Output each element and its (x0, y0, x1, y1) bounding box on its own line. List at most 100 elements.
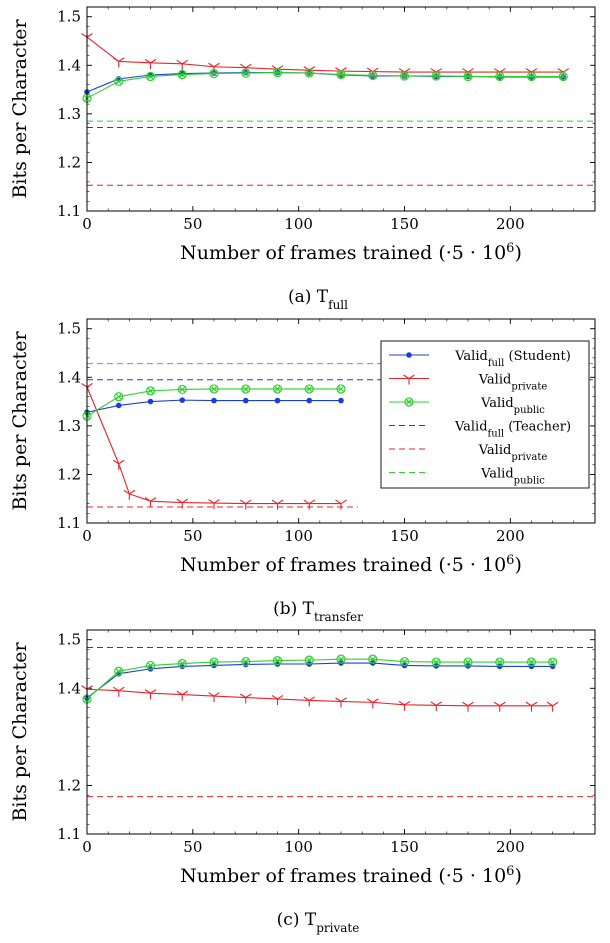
y-axis-label: Bits per Character (9, 331, 31, 511)
data-point (211, 397, 217, 404)
legend: Validfull (Student) Validprivate Validpubl… (380, 340, 590, 489)
y-tick-label: 1.3 (57, 105, 81, 123)
x-tick-label: 150 (390, 215, 419, 233)
series-line-private (87, 36, 564, 73)
data-point (114, 76, 124, 86)
data-point (338, 397, 344, 404)
data-point (147, 398, 154, 405)
y-tick-label: 1.1 (57, 202, 81, 220)
legend-marker (403, 374, 415, 385)
data-point (144, 689, 157, 700)
data-point (399, 71, 410, 81)
data-point (145, 71, 156, 82)
data-point (335, 499, 347, 510)
data-point (114, 666, 124, 676)
data-point (398, 700, 411, 711)
y-tick-label: 1.2 (57, 153, 81, 171)
data-point (177, 384, 187, 395)
data-point (208, 499, 220, 510)
legend-marker (406, 352, 412, 358)
y-tick-label: 1.5 (57, 320, 81, 338)
y-tick-label: 1.1 (57, 825, 81, 843)
plot-frame (86, 6, 596, 212)
x-tick-label: 50 (183, 838, 202, 856)
data-point (304, 68, 314, 78)
data-point (546, 701, 559, 712)
data-point (495, 71, 505, 82)
data-point (112, 686, 125, 697)
series-line-private (87, 386, 341, 505)
data-point (209, 384, 219, 394)
data-point (462, 701, 474, 712)
data-point (303, 696, 316, 707)
data-point (495, 657, 505, 667)
data-point (274, 397, 281, 404)
data-point (176, 59, 189, 70)
data-point (368, 654, 378, 664)
x-axis-label: Number of frames trained (·5 · 106) (180, 241, 522, 265)
x-tick-label: 200 (496, 527, 525, 545)
data-point (271, 499, 284, 510)
data-point (463, 657, 473, 667)
data-point (177, 658, 187, 669)
y-tick-label: 1.2 (57, 776, 81, 794)
data-point (304, 655, 314, 665)
y-tick-label: 1.3 (57, 417, 81, 435)
data-point (525, 701, 538, 712)
data-point (241, 656, 251, 667)
legend-marker (404, 397, 414, 407)
x-tick-label: 100 (284, 527, 313, 545)
figure-caption: (c) Tprivate (277, 910, 360, 935)
x-tick-label: 200 (496, 215, 525, 233)
y-tick-label: 1.4 (57, 368, 81, 386)
data-point (209, 68, 219, 79)
x-tick-label: 0 (82, 838, 92, 856)
data-point (271, 695, 284, 705)
x-axis-label: Number of frames trained (·5 · 106) (180, 864, 522, 888)
y-tick-label: 1.5 (57, 8, 81, 26)
data-point (558, 71, 568, 82)
y-tick-label: 1.4 (57, 679, 81, 697)
figure-caption: (b) Ttransfer (273, 599, 363, 624)
data-point (431, 657, 441, 667)
chart-panel-1: 0 50 100 150 200 1.1 1.2 1.3 1.4 1.5 Bits per Char… (9, 6, 596, 312)
data-point (242, 397, 249, 404)
data-point (179, 397, 186, 403)
data-point (123, 489, 136, 500)
series-line-public (87, 658, 553, 700)
series-markers-private (81, 33, 570, 79)
series-markers-public (82, 654, 558, 704)
x-tick-label: 50 (183, 215, 202, 233)
series-markers-full (84, 397, 344, 416)
x-tick-label: 0 (82, 215, 92, 233)
data-point (304, 384, 314, 394)
data-point (336, 384, 346, 394)
data-point (272, 655, 283, 666)
data-point (336, 69, 346, 80)
minor-ticks (86, 6, 596, 212)
data-point (144, 497, 157, 508)
x-tick-label: 200 (496, 838, 525, 856)
data-point (272, 384, 283, 394)
data-point (526, 657, 537, 667)
data-point (366, 698, 379, 709)
data-point (112, 57, 125, 68)
series-markers-public (82, 67, 568, 103)
x-tick-label: 150 (390, 527, 419, 545)
x-tick-label: 0 (82, 527, 92, 545)
chart-panel-2: 0 50 100 150 200 1.1 1.2 1.3 1.4 1.5 Bits per Char… (9, 318, 596, 624)
y-axis-label: Bits per Character (9, 19, 31, 199)
data-point (430, 701, 443, 712)
series-markers-private (81, 685, 559, 712)
y-tick-label: 1.2 (57, 465, 81, 483)
data-point (239, 693, 252, 704)
y-tick-label: 1.5 (57, 631, 81, 649)
legend-entry: Validpublic (480, 396, 545, 416)
legend-entry: Validprivate (478, 373, 548, 393)
data-point (336, 654, 346, 664)
legend-entry: Validfull (Teacher) (454, 420, 571, 440)
data-point (548, 657, 558, 667)
data-point (431, 71, 441, 81)
data-point (399, 656, 410, 667)
